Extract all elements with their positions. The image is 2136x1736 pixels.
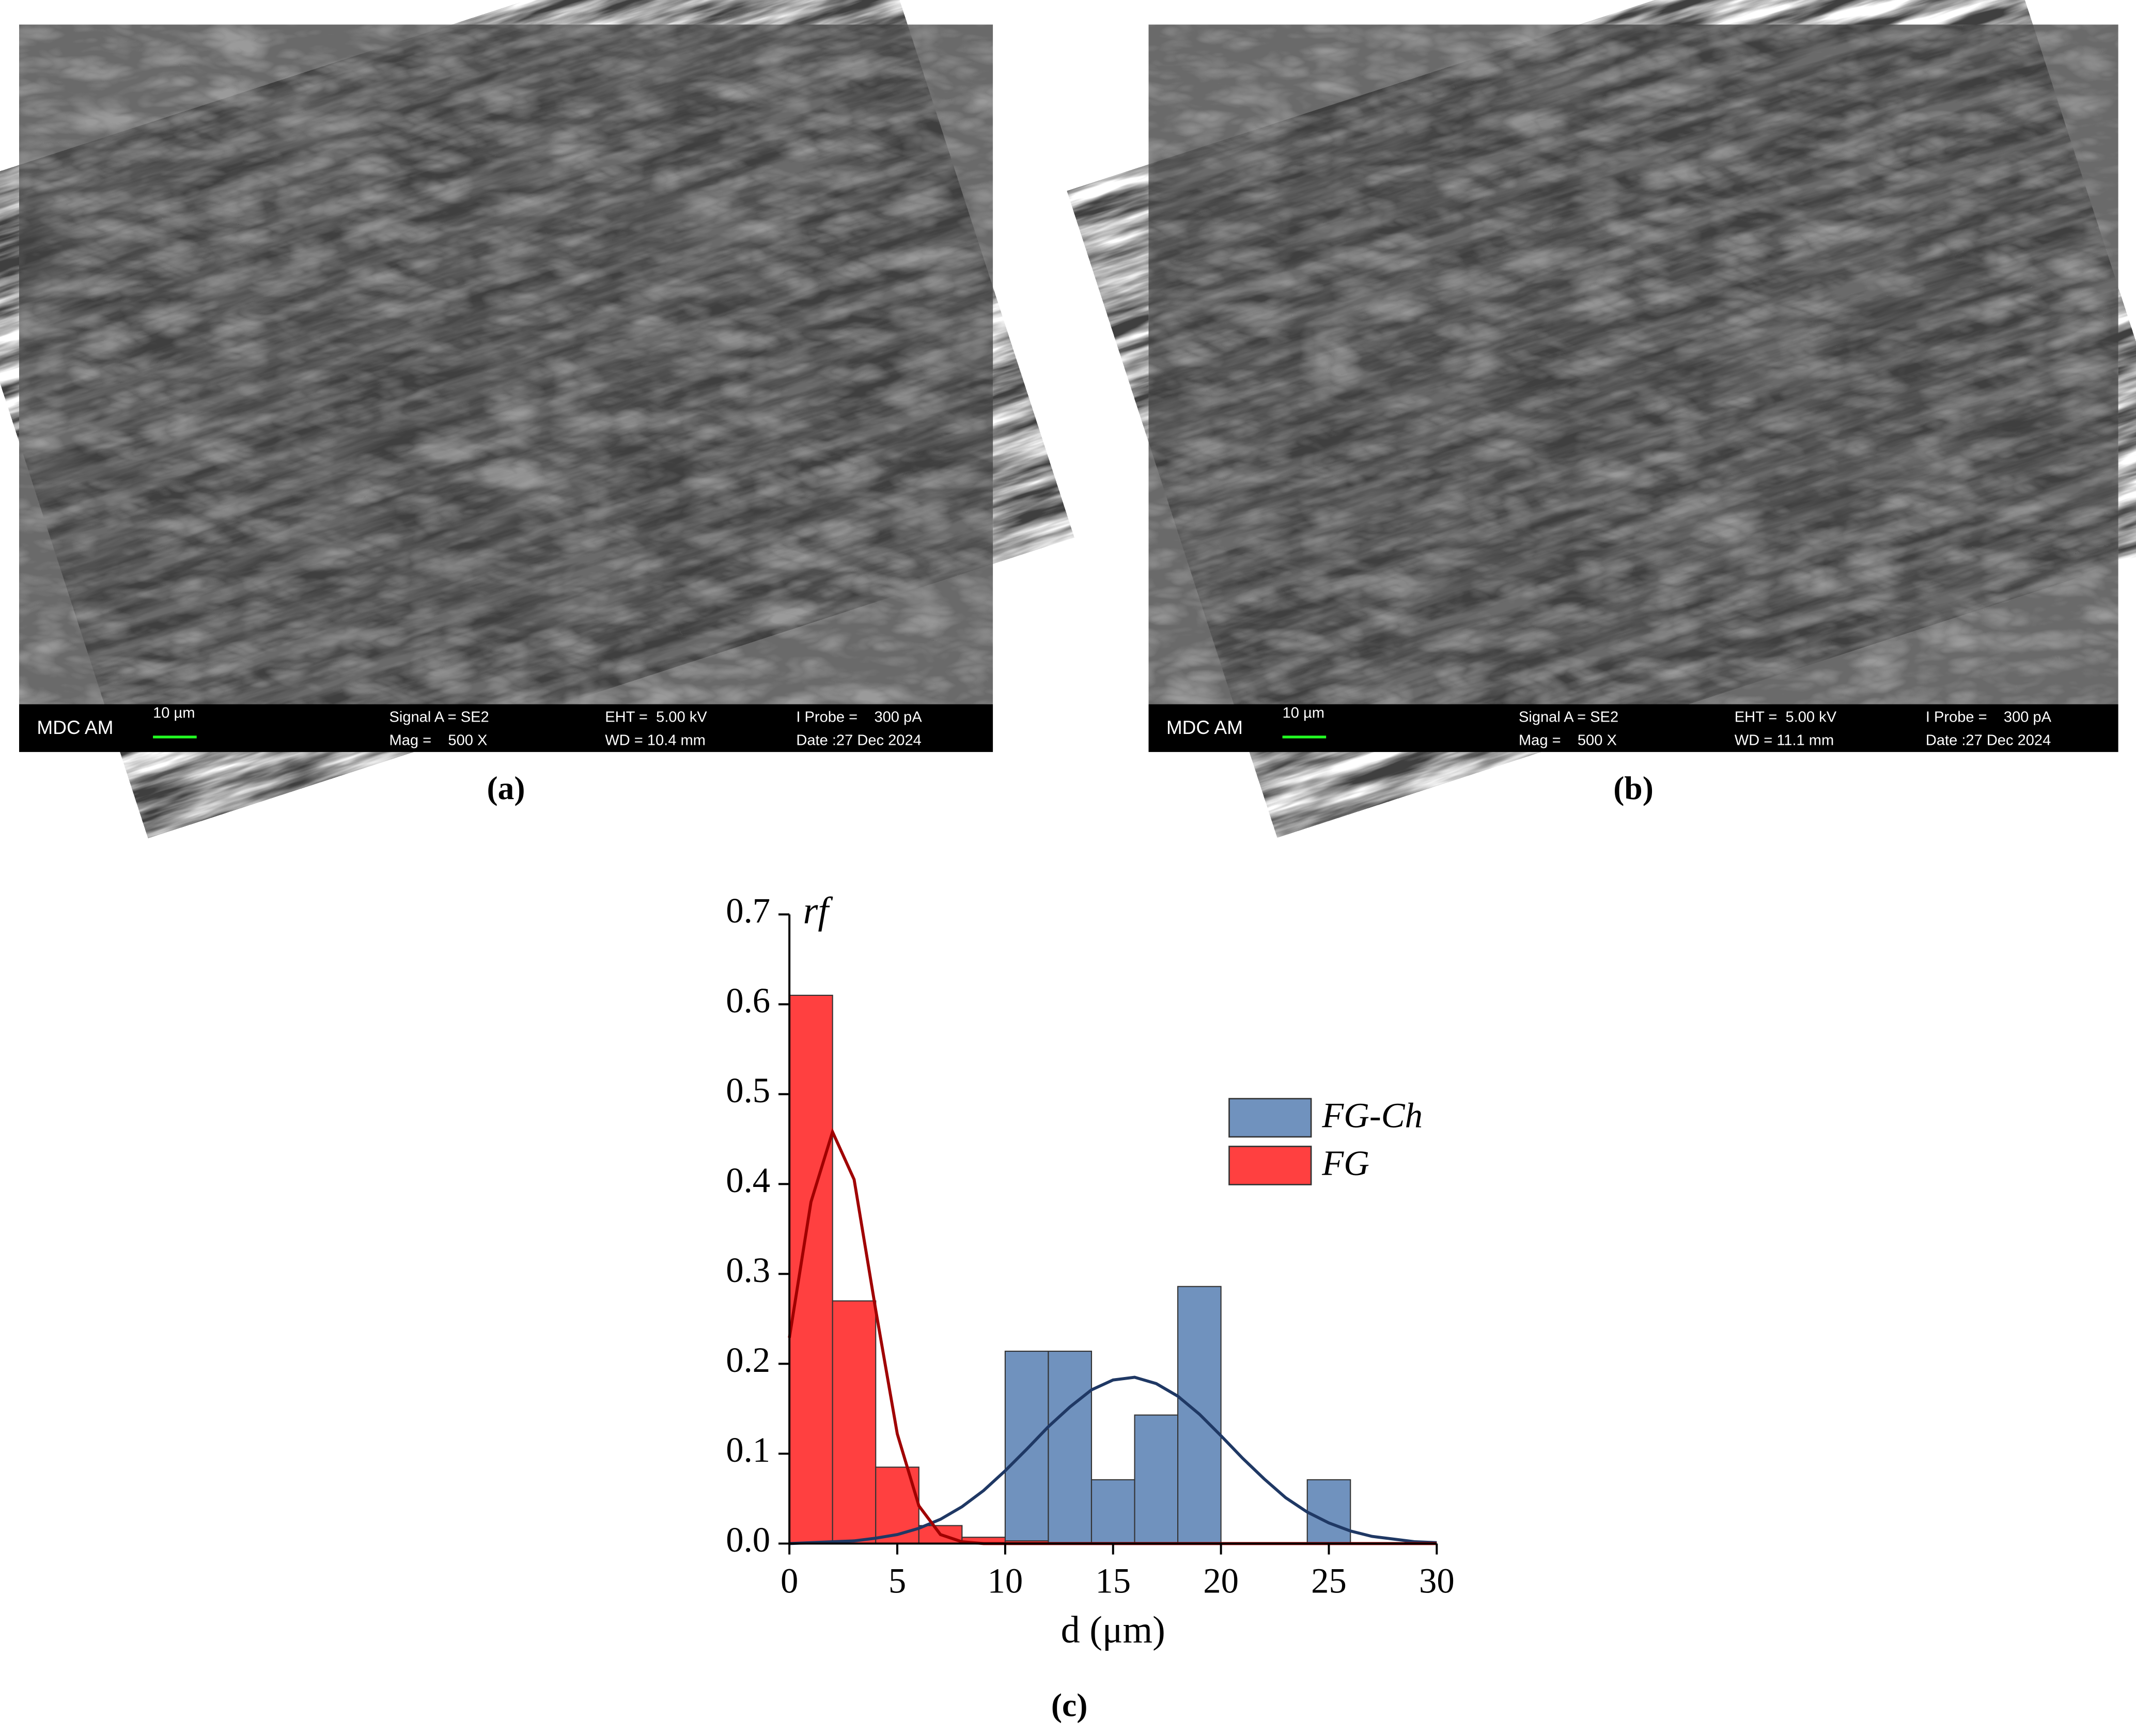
histogram-bar (832, 1300, 877, 1544)
histogram-bar (789, 994, 833, 1544)
sem-panel: MDC AM 10 µm Signal A = SE2 Mag = 500 X EHT … (1067, 0, 2136, 838)
sem-scale: 10 µm (153, 705, 195, 722)
x-tick-label: 10 (988, 1561, 1023, 1600)
y-tick-label: 0.1 (726, 1430, 770, 1469)
sem-probe: I Probe = 300 pA (796, 709, 922, 726)
legend-swatch (1228, 1098, 1312, 1138)
y-tick-label: 0.4 (726, 1161, 770, 1200)
x-tick-label: 0 (781, 1561, 798, 1600)
x-tick-label: 30 (1419, 1561, 1455, 1600)
sem-scale: 10 µm (1283, 705, 1324, 722)
x-tick-label: 25 (1311, 1561, 1347, 1600)
sem-eht: EHT = 5.00 kV (605, 709, 707, 726)
y-tick-label: 0.0 (726, 1520, 770, 1559)
x-tick-label: 5 (888, 1561, 906, 1600)
histogram-bar (1090, 1479, 1135, 1544)
sem-probe: I Probe = 300 pA (1926, 709, 2052, 726)
sem-eht: EHT = 5.00 kV (1735, 709, 1837, 726)
y-axis-label: rf (803, 889, 834, 932)
sem-signal: Signal A = SE2 (1519, 709, 1618, 726)
x-tick-label: 15 (1095, 1561, 1131, 1600)
y-tick-label: 0.3 (726, 1250, 770, 1290)
panel-caption: (a) (487, 770, 525, 806)
histogram-bar (1048, 1350, 1093, 1544)
legend-swatch (1228, 1146, 1312, 1185)
legend-label: FG (1321, 1144, 1369, 1183)
sem-wd: WD = 10.4 mm (605, 732, 706, 748)
histogram-bar (1306, 1479, 1351, 1544)
sem-date: Date :27 Dec 2024 (1926, 732, 2051, 748)
sem-signal: Signal A = SE2 (389, 709, 489, 726)
sem-highlights (19, 24, 993, 705)
panel-caption: (b) (1613, 770, 1654, 806)
sem-label: MDC AM (1166, 717, 1243, 738)
y-tick-label: 0.6 (726, 981, 770, 1020)
sem-wd: WD = 11.1 mm (1735, 732, 1834, 748)
x-axis-label: d (μm) (1061, 1609, 1165, 1651)
histogram-bar (1134, 1414, 1179, 1544)
fit-curve (789, 1375, 1437, 1545)
y-tick-label: 0.2 (726, 1340, 770, 1380)
sem-mag: Mag = 500 X (1519, 732, 1617, 748)
histogram-bar (875, 1466, 919, 1544)
sem-highlights (1148, 24, 2118, 705)
legend-label: FG-Ch (1321, 1096, 1423, 1135)
sem-panel: MDC AM 10 µm Signal A = SE2 Mag = 500 X EHT … (0, 0, 1074, 838)
sem-label: MDC AM (37, 717, 113, 738)
sem-info-bar (1148, 704, 2118, 752)
y-tick-label: 0.7 (726, 891, 770, 930)
sem-mag: Mag = 500 X (389, 732, 488, 748)
sem-date: Date :27 Dec 2024 (796, 732, 921, 748)
chart-caption: (c) (1051, 1687, 1087, 1724)
x-tick-label: 20 (1203, 1561, 1239, 1600)
y-tick-label: 0.5 (726, 1071, 770, 1110)
sem-info-bar (19, 704, 993, 752)
